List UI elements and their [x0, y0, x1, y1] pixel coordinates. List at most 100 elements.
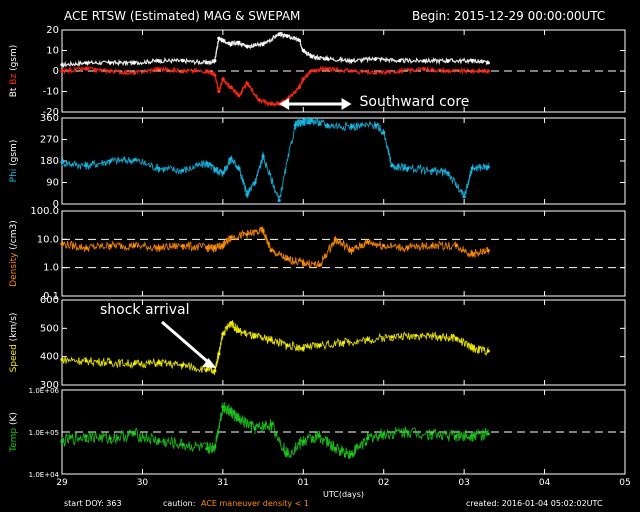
series-trace — [61, 117, 489, 201]
y-axis-label: Density (/cm3) — [9, 220, 19, 287]
data-point — [213, 73, 217, 77]
data-point — [253, 180, 257, 185]
data-point — [285, 343, 289, 347]
data-point — [486, 432, 490, 436]
y-axis-label: Bt Bz (gsm) — [9, 45, 19, 98]
data-point — [470, 166, 474, 170]
data-point — [205, 161, 209, 165]
data-point — [277, 102, 281, 106]
data-point — [181, 168, 185, 173]
data-point — [470, 346, 474, 350]
x-tick-label: 05 — [619, 478, 630, 488]
data-point — [297, 38, 301, 42]
data-point — [269, 249, 273, 253]
data-point — [84, 359, 88, 363]
data-point — [309, 69, 313, 73]
series-bz — [60, 65, 490, 108]
y-axis-label-part: Bt — [9, 87, 19, 97]
data-point — [398, 59, 402, 63]
data-point — [301, 261, 305, 265]
data-point — [301, 119, 305, 124]
data-point — [84, 246, 88, 250]
data-point — [325, 57, 330, 61]
data-point — [253, 335, 257, 339]
data-point — [341, 340, 346, 345]
data-point — [108, 436, 112, 441]
data-point — [221, 332, 225, 336]
y-tick-label: 10.0 — [37, 234, 59, 245]
data-point — [237, 166, 241, 170]
data-point — [156, 361, 161, 365]
data-point — [60, 69, 64, 73]
panel-speed: 300 400 500 600 Speed (km/s) shock arrival — [9, 295, 626, 391]
data-point — [390, 335, 394, 339]
data-point — [277, 198, 281, 203]
southward-core-annotation: Southward core — [279, 94, 469, 110]
data-point — [414, 333, 418, 338]
y-axis-label: Speed (km/s) — [9, 313, 19, 373]
series-phi — [60, 117, 490, 203]
data-point — [486, 61, 490, 65]
series-density — [60, 225, 490, 269]
panel-frame — [61, 299, 626, 386]
data-point — [325, 67, 330, 71]
y-tick-label: 600 — [40, 295, 59, 306]
y-tick-label: 1.0E+06 — [29, 387, 60, 395]
panel-density: 0.1 1.0 10.0 100.0 Density (/cm3) — [9, 206, 626, 302]
y-axis-label-part: (gsm) — [9, 140, 19, 169]
data-point — [285, 34, 289, 38]
series-trace — [61, 225, 489, 269]
start-doy: start DOY: 363 — [64, 499, 122, 508]
southward-core-label: Southward core — [360, 94, 470, 110]
caution-label: caution: — [163, 499, 196, 508]
data-point — [181, 363, 185, 367]
data-point — [205, 447, 209, 451]
y-tick-label: 180 — [40, 156, 59, 167]
data-point — [213, 167, 217, 171]
begin-time: Begin: 2015-12-29 00:00:00UTC — [412, 9, 606, 23]
y-tick-label: -20 — [43, 107, 59, 118]
data-point — [269, 338, 273, 342]
data-point — [84, 434, 88, 438]
y-axis-label-part: (km/s) — [9, 313, 19, 345]
data-point — [366, 240, 370, 244]
y-axis-label-part: Temp — [9, 428, 19, 453]
data-point — [205, 246, 209, 250]
data-point — [229, 157, 233, 161]
data-point — [229, 235, 233, 239]
y-axis-label-part: Speed — [9, 344, 19, 372]
data-point — [108, 244, 112, 248]
data-point — [301, 77, 305, 81]
data-point — [317, 263, 321, 268]
data-point — [285, 452, 289, 456]
panel-mag: -20 -10 0 10 20 Bt Bz (gsm) — [9, 25, 626, 118]
y-axis-label: Phi (gsm) — [9, 140, 19, 183]
data-point — [84, 164, 88, 168]
data-point — [333, 237, 338, 241]
data-point — [390, 164, 394, 168]
data-point — [60, 242, 64, 246]
data-point — [317, 434, 321, 438]
data-point — [60, 357, 64, 362]
data-point — [156, 166, 161, 170]
series-trace — [61, 320, 489, 376]
series-speed — [60, 320, 490, 376]
data-point — [398, 69, 402, 73]
series-bt — [60, 31, 490, 69]
shock-arrow-line — [161, 320, 212, 366]
data-point — [237, 329, 241, 333]
y-axis-label-part: (/cm3) — [9, 220, 19, 252]
data-point — [486, 165, 490, 169]
x-axis-label: UTC(days) — [323, 490, 364, 499]
x-tick-label: 01 — [298, 478, 309, 488]
data-point — [366, 338, 370, 342]
x-tick-label: 29 — [56, 478, 68, 488]
data-point — [217, 89, 221, 94]
data-point — [108, 61, 112, 65]
y-tick-label: 400 — [40, 352, 59, 363]
data-point — [229, 321, 233, 325]
y-tick-label: 500 — [40, 323, 59, 334]
data-point — [454, 244, 458, 248]
data-point — [486, 69, 490, 73]
